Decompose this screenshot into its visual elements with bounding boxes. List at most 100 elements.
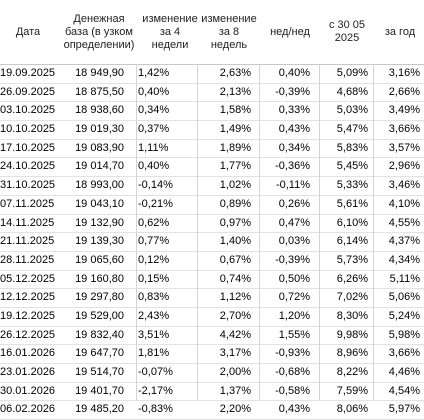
cell-change-4w: -0,21% bbox=[138, 197, 173, 210]
cell-money-base: 19 160,80 bbox=[75, 272, 124, 285]
cell-since-date: 6,10% bbox=[336, 216, 368, 229]
cell-week-over-week: -0,93% bbox=[275, 347, 310, 360]
cell-week-over-week: 1,55% bbox=[278, 328, 310, 341]
cell-change-8w: 4,42% bbox=[219, 328, 251, 341]
cell-money-base: 19 485,20 bbox=[75, 403, 124, 416]
cell-since-date: 6,14% bbox=[336, 235, 368, 248]
cell-year: 4,37% bbox=[388, 235, 420, 248]
cell-week-over-week: -0,39% bbox=[275, 85, 310, 98]
cell-year: 4,10% bbox=[388, 197, 420, 210]
cell-change-4w: 0,83% bbox=[138, 291, 170, 304]
cell-year: 5,24% bbox=[388, 309, 420, 322]
cell-change-8w: 2,00% bbox=[219, 366, 251, 378]
cell-week-over-week: -0,39% bbox=[275, 253, 310, 266]
cell-since-date: 5,33% bbox=[336, 179, 368, 192]
cell-date: 03.10.2025 bbox=[0, 104, 56, 117]
cell-since-date: 5,73% bbox=[336, 253, 368, 266]
cell-year: 4,46% bbox=[388, 366, 420, 378]
cell-change-8w: 1,12% bbox=[219, 291, 251, 304]
cell-money-base: 19 514,70 bbox=[75, 366, 124, 378]
cell-since-date: 5,61% bbox=[336, 197, 368, 210]
cell-change-8w: 0,89% bbox=[219, 197, 251, 210]
cell-change-4w: 1,11% bbox=[138, 141, 169, 154]
table-row: 12.12.2025 19 297,80 0,83% 1,12% 0,72% 7,02% 5… bbox=[0, 289, 424, 308]
cell-since-date: 5,45% bbox=[336, 160, 368, 173]
cell-change-4w: -0,07% bbox=[138, 366, 173, 378]
table-row: 28.11.2025 19 065,60 0,12% 0,67% -0,39% 5,73%… bbox=[0, 252, 424, 271]
table-row: 14.11.2025 19 132,90 0,62% 0,97% 0,47% 6,10% 4… bbox=[0, 215, 424, 234]
cell-date: 06.02.2026 bbox=[0, 403, 56, 416]
cell-year: 3,66% bbox=[388, 123, 420, 136]
table-row: 21.11.2025 19 139,30 0,77% 1,40% 0,03% 6,14% 4… bbox=[0, 233, 424, 252]
table-row: 26.09.2025 18 875,50 0,40% 2,13% -0,39% 4,68%… bbox=[0, 84, 424, 103]
cell-date: 28.11.2025 bbox=[0, 253, 55, 266]
cell-change-4w: 0,15% bbox=[138, 272, 170, 285]
cell-change-4w: 1,81% bbox=[138, 347, 170, 360]
cell-change-8w: 2,20% bbox=[219, 403, 251, 416]
cell-year: 3,57% bbox=[388, 141, 420, 154]
cell-change-4w: 0,37% bbox=[138, 123, 170, 136]
header-since-date: с 30 05 2025 bbox=[328, 19, 366, 44]
cell-date: 05.12.2025 bbox=[0, 272, 56, 285]
cell-date: 17.10.2025 bbox=[0, 141, 56, 154]
cell-date: 24.10.2025 bbox=[0, 160, 56, 173]
column-divider bbox=[373, 64, 374, 400]
cell-money-base: 19 065,60 bbox=[75, 253, 124, 266]
cell-money-base: 18 949,90 bbox=[75, 67, 124, 79]
table-row: 16.01.2026 19 647,70 1,81% 3,17% -0,93% 8,96%… bbox=[0, 345, 424, 364]
column-divider bbox=[319, 64, 320, 400]
cell-change-8w: 1,49% bbox=[219, 123, 251, 136]
cell-change-8w: 0,97% bbox=[219, 216, 251, 229]
header-year: за год bbox=[384, 25, 416, 38]
cell-change-4w: 3,51% bbox=[138, 328, 170, 341]
cell-change-8w: 1,58% bbox=[219, 104, 251, 117]
cell-week-over-week: 1,20% bbox=[278, 309, 310, 322]
cell-date: 23.01.2026 bbox=[0, 366, 56, 378]
table-row: 26.12.2025 19 832,40 3,51% 4,42% 1,55% 9,98% 5… bbox=[0, 327, 424, 346]
cell-date: 07.11.2025 bbox=[0, 197, 55, 210]
cell-money-base: 19 832,40 bbox=[75, 328, 124, 341]
cell-year: 3,49% bbox=[388, 104, 420, 117]
cell-date: 19.12.2025 bbox=[0, 309, 56, 322]
table-row: 10.10.2025 19 019,30 0,37% 1,49% 0,43% 5,47% 3… bbox=[0, 121, 424, 140]
cell-money-base: 19 043,10 bbox=[75, 197, 124, 210]
cell-since-date: 7,02% bbox=[336, 291, 368, 304]
cell-change-4w: -2,17% bbox=[138, 384, 173, 397]
cell-date: 30.01.2026 bbox=[0, 384, 56, 397]
cell-week-over-week: 0,26% bbox=[278, 197, 310, 210]
cell-money-base: 18 938,60 bbox=[75, 104, 124, 117]
cell-year: 4,34% bbox=[388, 253, 420, 266]
cell-week-over-week: 0,40% bbox=[278, 67, 310, 79]
cell-year: 2,96% bbox=[388, 160, 420, 173]
cell-week-over-week: 0,50% bbox=[278, 272, 310, 285]
cell-since-date: 8,06% bbox=[336, 403, 368, 416]
cell-year: 5,06% bbox=[388, 291, 420, 304]
cell-date: 10.10.2025 bbox=[0, 123, 56, 136]
table-row: 03.10.2025 18 938,60 0,34% 1,58% 0,33% 5,03% 3… bbox=[0, 102, 424, 122]
cell-change-4w: 0,12% bbox=[138, 253, 170, 266]
table-row: 24.10.2025 19 014,70 0,40% 1,77% -0,36% 5,45%… bbox=[0, 158, 424, 178]
cell-year: 5,97% bbox=[388, 403, 420, 416]
cell-change-8w: 3,17% bbox=[219, 347, 251, 360]
cell-money-base: 19 014,70 bbox=[75, 160, 124, 173]
header-week-over-week: нед/нед bbox=[270, 25, 310, 38]
cell-week-over-week: -0,58% bbox=[275, 384, 310, 397]
cell-week-over-week: 0,43% bbox=[278, 123, 310, 136]
cell-since-date: 5,47% bbox=[336, 123, 368, 136]
cell-week-over-week: -0,68% bbox=[275, 366, 310, 378]
cell-date: 12.12.2025 bbox=[0, 291, 56, 304]
column-divider bbox=[259, 64, 260, 400]
header-change-8-weeks: изменение за 8 недель bbox=[201, 12, 257, 51]
cell-since-date: 5,09% bbox=[336, 67, 368, 79]
cell-since-date: 8,96% bbox=[336, 347, 368, 360]
cell-week-over-week: 0,43% bbox=[278, 403, 310, 416]
cell-change-4w: 0,77% bbox=[138, 235, 170, 248]
cell-money-base: 19 401,70 bbox=[75, 384, 124, 397]
table-row: 30.01.2026 19 401,70 -2,17% 1,37% -0,58% 7,59… bbox=[0, 383, 424, 402]
cell-money-base: 19 139,30 bbox=[75, 235, 124, 248]
cell-week-over-week: 0,33% bbox=[278, 104, 310, 117]
cell-money-base: 19 019,30 bbox=[75, 123, 124, 136]
header-date: Дата bbox=[15, 25, 41, 38]
table-row: 17.10.2025 19 083,90 1,11% 1,89% 0,34% 5,83% 3… bbox=[0, 140, 424, 159]
table-row: 19.12.2025 19 529,00 2,43% 2,70% 1,20% 8,30% 5… bbox=[0, 308, 424, 327]
